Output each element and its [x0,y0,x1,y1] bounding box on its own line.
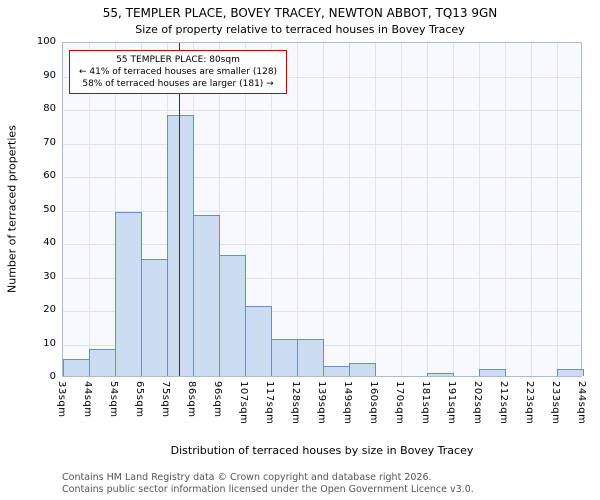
x-axis-title: Distribution of terraced houses by size … [170,444,474,457]
gridline-vertical [89,43,90,376]
gridline-vertical [375,43,376,376]
histogram-bar [167,114,194,376]
histogram-bar [63,359,90,376]
x-tick-label: 244sqm [576,381,587,425]
gridline-vertical [479,43,480,376]
gridline-horizontal [63,76,581,78]
gridline-vertical [349,43,350,376]
annotation-larger-stat: 58% of terraced houses are larger (181) … [82,79,274,90]
annotation-smaller-stat: ← 41% of terraced houses are smaller (12… [79,67,278,78]
chart-title: 55, TEMPLER PLACE, BOVEY TRACEY, NEWTON … [102,6,498,20]
gridline-vertical [245,43,246,376]
x-tick-label: 107sqm [238,381,249,425]
x-tick-label: 33sqm [56,381,67,418]
gridline-vertical [401,43,402,376]
footer-licence-line: Contains public sector information licen… [62,483,474,495]
y-tick-label: 90 [43,69,56,81]
y-tick-label: 80 [43,103,56,114]
x-tick-label: 96sqm [212,381,223,418]
y-tick-label: 40 [43,237,56,248]
x-tick-label: 191sqm [446,381,457,425]
x-tick-label: 170sqm [394,381,405,425]
gridline-vertical [219,43,220,376]
gridline-vertical [531,43,532,376]
x-tick-label: 86sqm [186,381,197,418]
footer: Contains HM Land Registry data © Crown c… [62,472,474,495]
gridline-horizontal [63,244,581,245]
histogram-bar [427,372,454,376]
histogram-bar [193,215,220,376]
histogram-bar [349,362,376,376]
gridline-vertical [453,43,454,376]
y-tick-label: 10 [43,337,56,349]
histogram-bar [141,258,168,376]
x-tick-label: 75sqm [160,381,171,418]
gridline-vertical [297,43,298,376]
gridline-vertical [141,43,142,376]
x-tick-label: 128sqm [290,381,301,425]
histogram-bar [89,349,116,376]
plot-area: 55 TEMPLER PLACE: 80sqm ← 41% of terrace… [62,42,584,377]
gridline-horizontal [63,110,581,111]
x-tick-label: 181sqm [420,381,431,425]
footer-copyright-line: Contains HM Land Registry data © Crown c… [62,472,432,484]
x-tick-label: 160sqm [368,381,379,425]
annotation-box: 55 TEMPLER PLACE: 80sqm ← 41% of terrace… [69,50,288,95]
y-tick-label: 20 [43,304,56,315]
property-marker-line [178,43,181,376]
x-tick-label: 44sqm [82,381,93,418]
histogram-bar [323,365,350,376]
gridline-vertical [427,43,428,376]
gridline-vertical [115,43,116,376]
gridline-vertical [323,43,324,376]
x-tick-label: 149sqm [342,381,353,425]
gridline-vertical [505,43,506,376]
y-tick-label: 50 [43,203,56,215]
x-tick-label: 223sqm [524,381,535,425]
y-axis-title: Number of terraced properties [5,125,19,294]
histogram-bar [271,339,298,376]
histogram-bar [297,339,324,376]
x-tick-label: 54sqm [108,381,119,418]
histogram-bar [245,305,272,376]
x-tick-label: 65sqm [134,381,145,418]
gridline-horizontal [63,177,581,178]
y-tick-label: 70 [43,136,56,148]
histogram-bar [557,369,584,376]
y-tick-label: 30 [43,270,56,282]
histogram-bar [219,255,246,376]
chart-subtitle: Size of property relative to terraced ho… [135,23,465,36]
gridline-horizontal [63,210,581,212]
x-tick-label: 139sqm [316,381,327,425]
y-tick-label: 60 [43,170,56,181]
annotation-property-label: 55 TEMPLER PLACE: 80sqm [116,55,240,65]
y-tick-label: 100 [36,36,56,47]
gridline-vertical [271,43,272,376]
gridline-horizontal [63,143,581,145]
x-tick-label: 212sqm [498,381,509,425]
histogram-bar [479,369,506,376]
histogram-bar [115,211,142,376]
y-tick-label: 0 [49,371,56,382]
x-tick-label: 202sqm [472,381,483,425]
gridline-horizontal [63,311,581,312]
gridline-horizontal [63,277,581,279]
x-tick-label: 233sqm [550,381,561,425]
gridline-vertical [557,43,558,376]
x-tick-label: 117sqm [264,381,275,425]
